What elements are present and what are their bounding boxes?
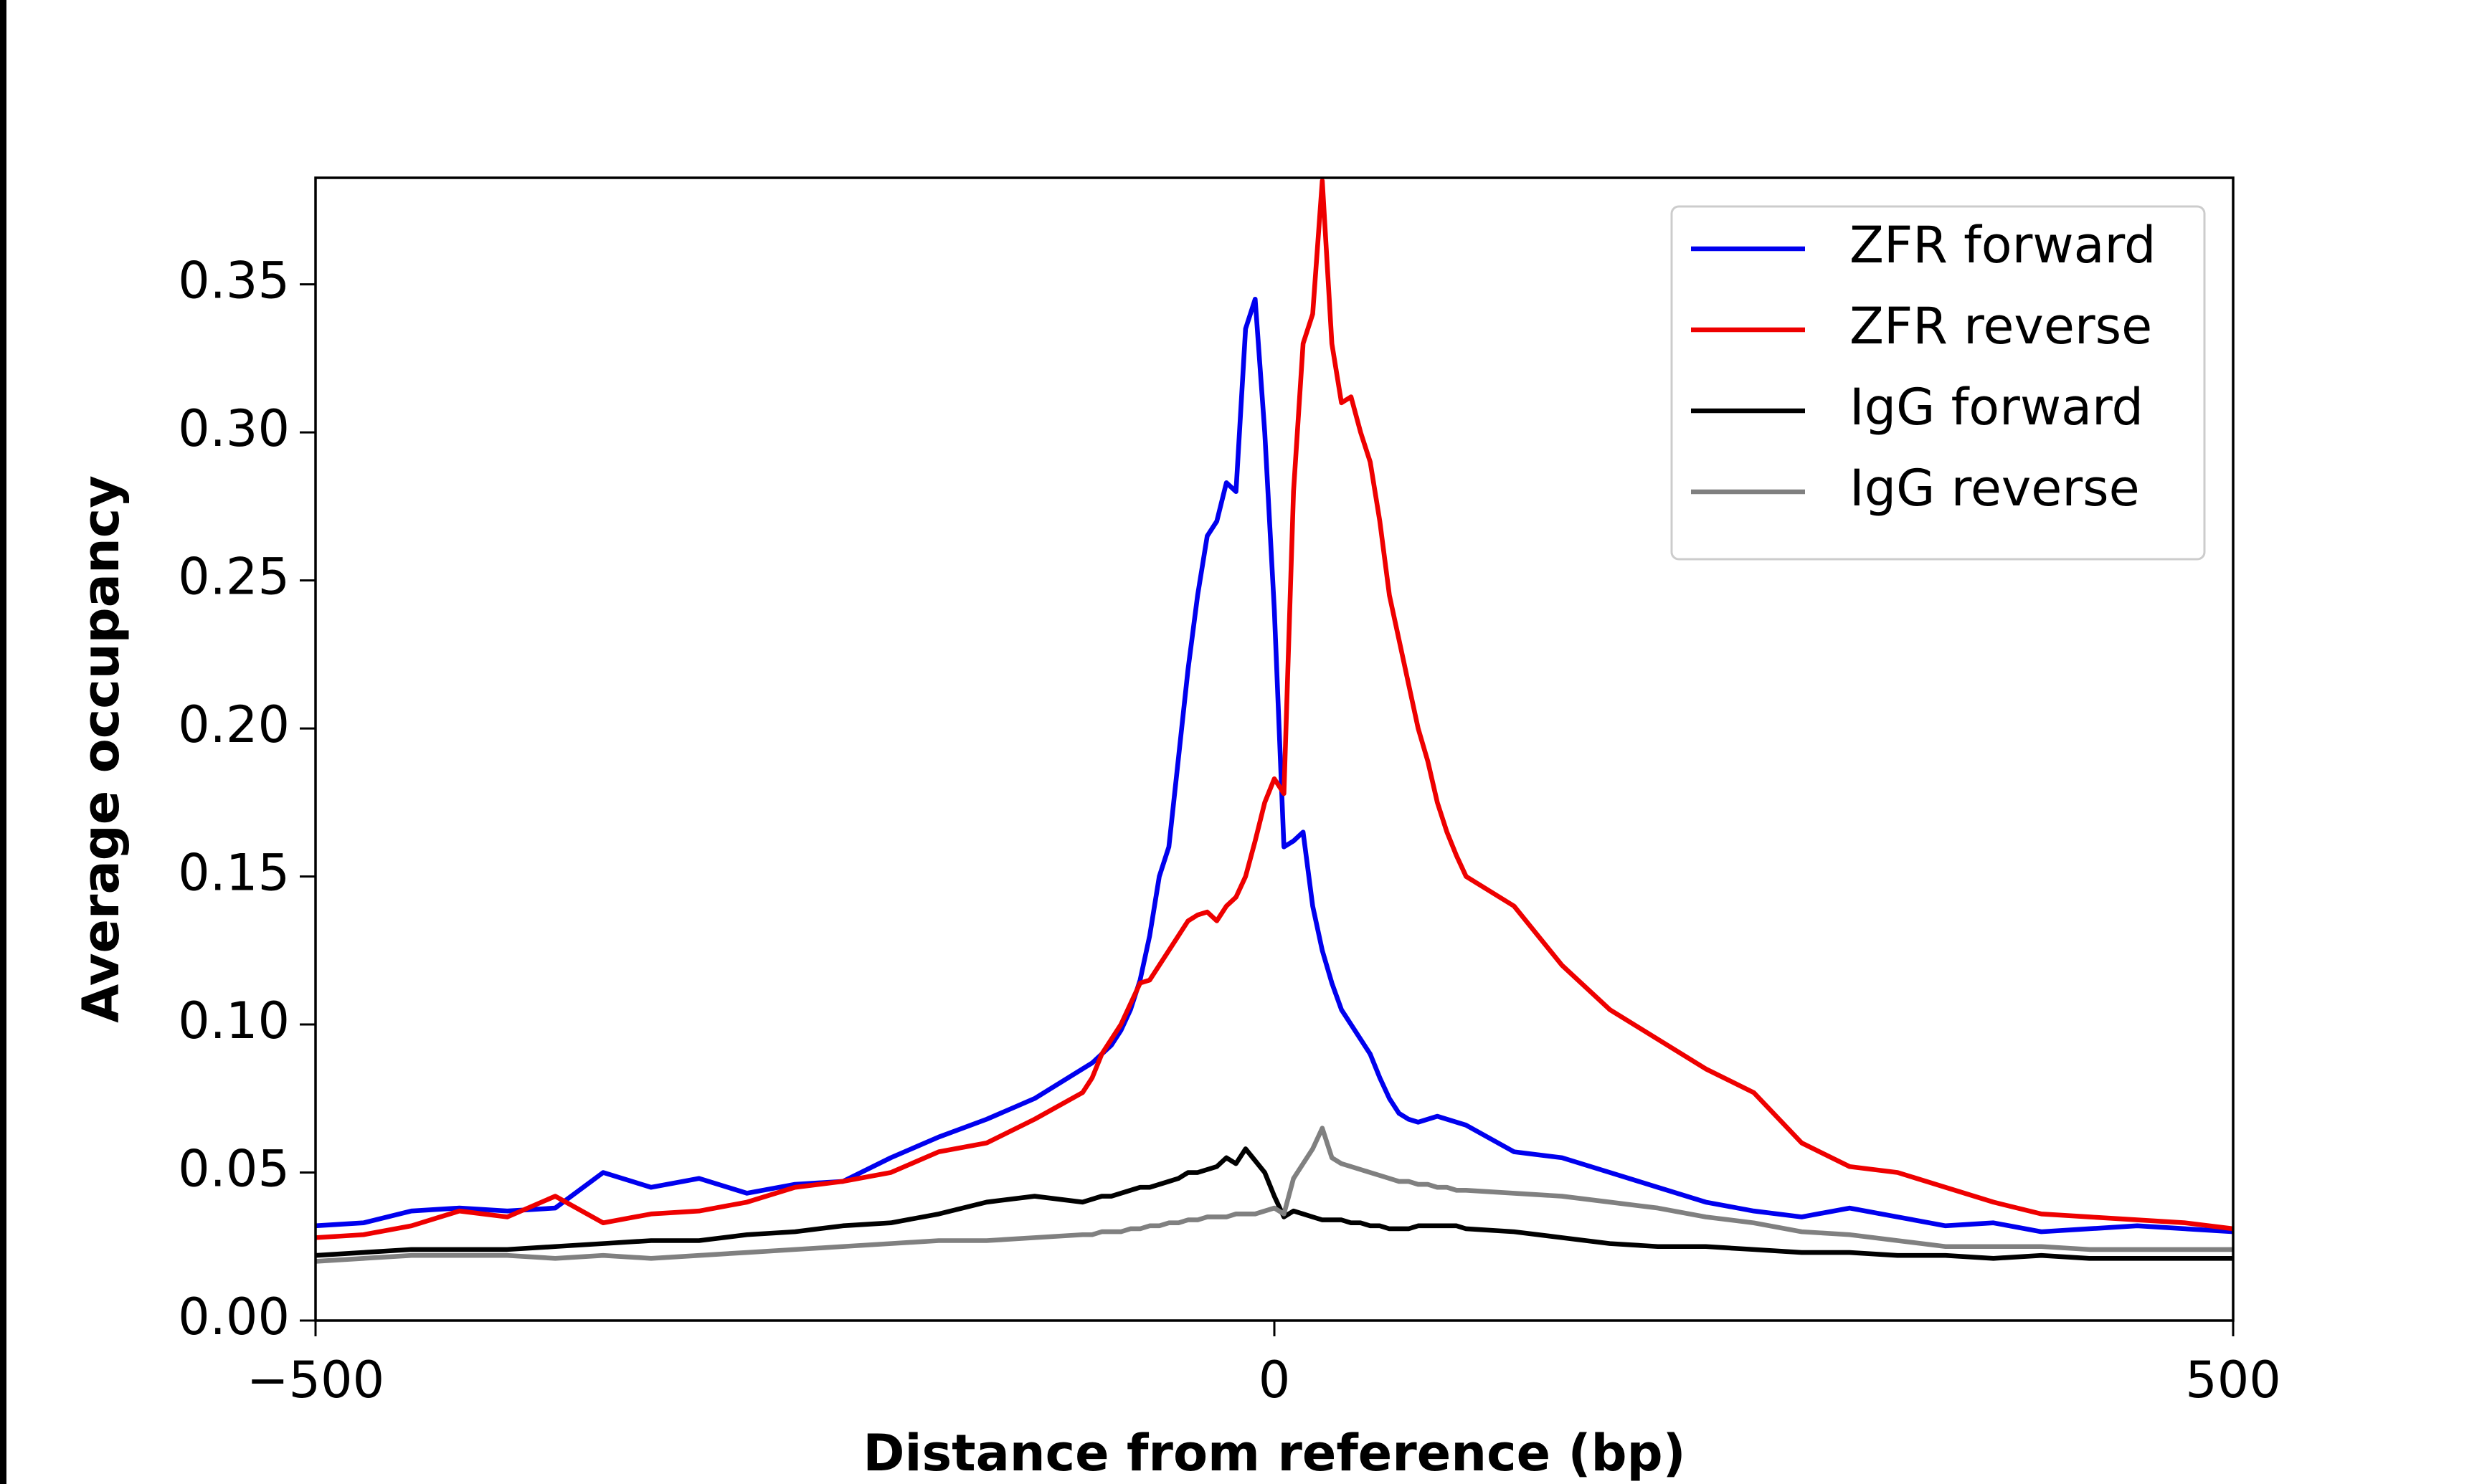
legend-label: IgG forward <box>1849 378 2143 437</box>
y-tick-label: 0.25 <box>178 548 290 607</box>
legend-label: ZFR reverse <box>1849 297 2152 356</box>
y-tick-label: 0.20 <box>178 695 290 754</box>
y-tick-label: 0.10 <box>178 991 290 1050</box>
y-tick-label: 0.05 <box>178 1140 290 1199</box>
data-line <box>316 297 2233 1235</box>
data-line <box>316 1146 2233 1261</box>
y-tick-label: 0.30 <box>178 399 290 458</box>
left-edge <box>0 0 6 1484</box>
x-axis-label: Distance from reference (bp) <box>863 1424 1685 1483</box>
x-tick-label: 0 <box>1259 1351 1291 1409</box>
x-tick-label: 500 <box>2185 1351 2281 1409</box>
legend-box <box>1670 205 2206 561</box>
x-tick-label: −500 <box>247 1351 384 1409</box>
y-tick-label: 0.15 <box>178 844 290 903</box>
plot-frame <box>314 176 2235 1322</box>
y-tick-label: 0.00 <box>178 1288 290 1346</box>
data-line <box>316 1126 2233 1264</box>
legend-label: ZFR forward <box>1849 216 2156 275</box>
legend-label: IgG reverse <box>1849 459 2140 518</box>
y-axis-label: Average occupancy <box>72 475 131 1023</box>
y-tick-label: 0.35 <box>178 252 290 310</box>
data-line <box>316 178 2233 1240</box>
